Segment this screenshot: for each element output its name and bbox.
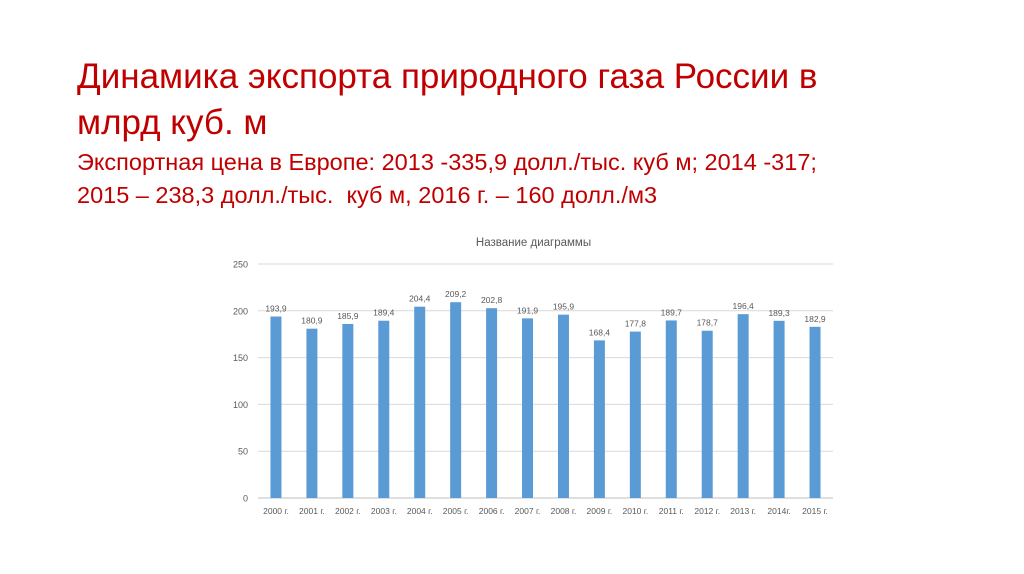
- bar: [737, 314, 749, 498]
- bar-value-label: 180,9: [301, 316, 323, 326]
- bar-value-label: 209,2: [445, 289, 467, 299]
- bar-value-label: 189,4: [373, 308, 395, 318]
- x-tick-label: 2000 г.: [263, 506, 289, 516]
- bar: [306, 328, 318, 498]
- x-tick-label: 2003 г.: [371, 506, 397, 516]
- bar: [486, 308, 498, 498]
- bar-value-label: 202,8: [481, 295, 503, 305]
- bar-value-label: 168,4: [589, 327, 611, 337]
- bar-value-label: 195,9: [553, 302, 575, 312]
- x-tick-label: 2002 г.: [335, 506, 361, 516]
- bar-value-label: 193,9: [265, 304, 287, 314]
- x-tick-label: 2013 г.: [730, 506, 756, 516]
- bar-value-label: 191,9: [517, 305, 539, 315]
- x-tick-label: 2012 г.: [694, 506, 720, 516]
- title-line-1: Динамика экспорта природного газа России…: [77, 57, 818, 96]
- subtitle-line-1: Экспортная цена в Европе: 2013 -335,9 до…: [77, 149, 817, 175]
- bar-value-label: 196,4: [733, 301, 755, 311]
- x-tick-label: 2005 г.: [443, 506, 469, 516]
- bar-value-label: 189,7: [661, 307, 683, 317]
- bar: [557, 314, 569, 498]
- bar-value-label: 204,4: [409, 294, 431, 304]
- bar-value-label: 182,9: [804, 314, 826, 324]
- y-tick-label: 250: [233, 260, 248, 270]
- bar: [522, 318, 534, 498]
- slide-subtitle: Экспортная цена в Европе: 2013 -335,9 до…: [77, 146, 997, 212]
- bar-value-label: 178,7: [697, 318, 719, 328]
- bar: [414, 306, 426, 498]
- bar: [342, 323, 354, 498]
- y-tick-label: 0: [243, 494, 248, 504]
- x-tick-label: 2004 г.: [407, 506, 433, 516]
- chart-title: Название диаграммы: [476, 237, 591, 249]
- x-tick-label: 2001 г.: [299, 506, 325, 516]
- bar: [270, 316, 282, 498]
- x-tick-label: 2010 г.: [622, 506, 648, 516]
- bar: [593, 340, 605, 498]
- x-tick-label: 2015 г.: [802, 506, 828, 516]
- y-tick-label: 100: [233, 400, 248, 410]
- y-tick-label: 200: [233, 306, 248, 316]
- bar: [665, 320, 677, 498]
- bar: [773, 320, 785, 498]
- x-tick-label: 2006 г.: [479, 506, 505, 516]
- x-tick-label: 2007 г.: [515, 506, 541, 516]
- bar: [809, 326, 821, 498]
- bar: [629, 331, 641, 498]
- title-line-2: млрд куб. м: [77, 103, 268, 142]
- subtitle-line-2: 2015 – 238,3 долл./тыс. куб м, 2016 г. –…: [77, 182, 658, 208]
- x-tick-label: 2014г.: [767, 506, 790, 516]
- x-tick-label: 2008 г.: [551, 506, 577, 516]
- bar-value-label: 177,8: [625, 319, 647, 329]
- x-tick-label: 2011 г.: [659, 506, 684, 516]
- bar: [701, 330, 713, 498]
- slide-title: Динамика экспорта природного газа России…: [77, 54, 977, 146]
- bar: [450, 302, 462, 498]
- bar-value-label: 185,9: [337, 311, 359, 321]
- bar-value-label: 189,3: [768, 308, 790, 318]
- x-tick-label: 2009 г.: [587, 506, 613, 516]
- y-tick-label: 50: [238, 447, 248, 457]
- bar: [378, 320, 390, 498]
- y-tick-label: 150: [233, 353, 248, 363]
